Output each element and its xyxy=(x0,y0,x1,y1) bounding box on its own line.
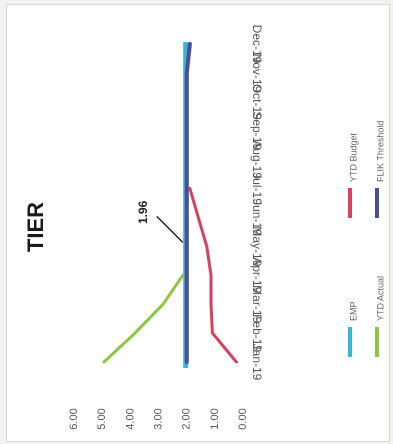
value-tick-label: 5.00 xyxy=(96,408,108,429)
legend-label: FLIK Threshold xyxy=(375,121,385,182)
category-tick-label: Feb-19 xyxy=(250,314,264,352)
tier-chart: 1.96 6.00 5.00 4.00 3.00 2.00 1.00 0.00 Jan-19… xyxy=(23,25,385,430)
chart-card: 1.96 6.00 5.00 4.00 3.00 2.00 1.00 0.00 Jan-19… xyxy=(6,4,390,442)
category-tick-label: Jun-19 xyxy=(250,199,264,236)
category-tick-label: Aug-19 xyxy=(250,140,264,179)
category-tick-label: May-19 xyxy=(250,226,264,266)
plot-area: 1.96 xyxy=(102,42,238,368)
legend-label: EMP xyxy=(348,301,358,321)
series-line-flik-threshold xyxy=(184,42,192,364)
value-tick-label: 3.00 xyxy=(153,408,165,429)
value-tick-label: 4.00 xyxy=(124,408,136,429)
category-tick-label: Mar-19 xyxy=(250,285,264,323)
chart-title: TIER xyxy=(23,202,48,252)
value-axis-ticks: 6.00 5.00 4.00 3.00 2.00 1.00 0.00 xyxy=(68,408,249,429)
legend-label: YTD Budget xyxy=(348,132,358,182)
category-tick-label: Oct-19 xyxy=(250,84,264,120)
category-tick-label: Jul-19 xyxy=(250,172,264,205)
value-tick-label: 6.00 xyxy=(68,408,80,429)
legend-label: YTD Actual xyxy=(375,276,385,321)
legend: EMP YTD Actual YTD Budget FLIK Threshold xyxy=(348,121,385,357)
series-line-ytd-budget xyxy=(188,187,238,364)
category-tick-label: Sep-19 xyxy=(250,111,264,150)
value-tick-label: 0.00 xyxy=(237,408,249,429)
category-tick-label: Nov-19 xyxy=(250,54,264,93)
value-tick-label: 1.00 xyxy=(209,408,221,429)
category-axis-ticks: Jan-19Feb-19Mar-19Apr-19May-19Jun-19Jul-… xyxy=(250,25,264,381)
category-tick-label: Dec-19 xyxy=(250,25,264,64)
category-tick-label: Jan-19 xyxy=(250,344,264,381)
series-line-ytd-actual xyxy=(102,273,185,364)
annotation-leader-line xyxy=(156,215,184,243)
value-tick-label: 2.00 xyxy=(181,408,193,429)
category-tick-label: Apr-19 xyxy=(250,257,264,293)
annotation-label: 1.96 xyxy=(136,200,150,224)
